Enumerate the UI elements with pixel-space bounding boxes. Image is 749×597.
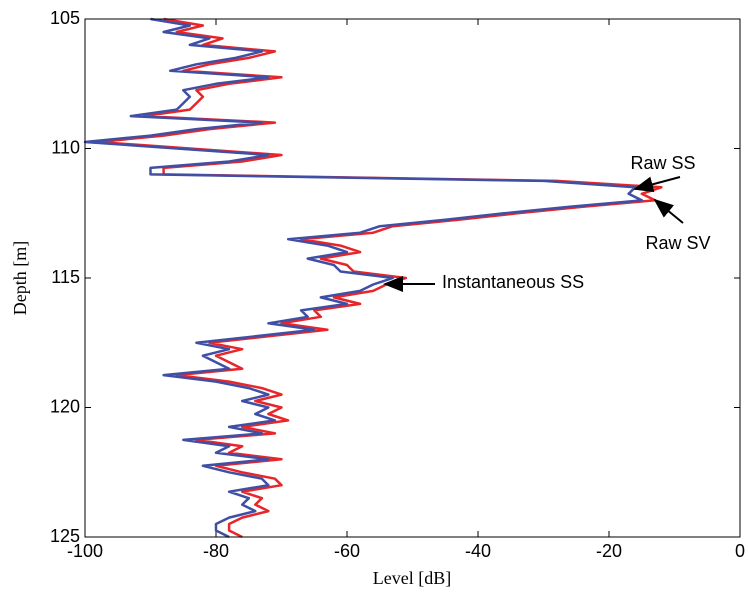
x-axis-label: Level [dB] — [373, 568, 451, 588]
annotation: Instantaneous SS — [442, 272, 584, 292]
y-tick-label: 125 — [50, 526, 80, 546]
y-tick-label: 115 — [51, 267, 80, 287]
y-tick-label: 105 — [50, 8, 80, 28]
x-tick-label: -20 — [596, 541, 622, 561]
annotation-arrow — [633, 176, 681, 193]
x-tick-label: -80 — [203, 541, 229, 561]
series-line — [96, 17, 663, 539]
y-tick-label: 120 — [50, 396, 80, 416]
y-tick-label: 110 — [51, 137, 80, 157]
annotation: Raw SV — [645, 233, 710, 253]
x-tick-label: -60 — [334, 541, 360, 561]
annotation: Raw SS — [630, 153, 695, 173]
x-tick-label: 0 — [735, 541, 745, 561]
plot-frame — [84, 18, 741, 538]
annotation-arrow — [653, 198, 684, 224]
x-tick-label: -100 — [67, 541, 103, 561]
x-tick-label: -40 — [465, 541, 491, 561]
y-axis-label: Depth [m] — [10, 241, 30, 315]
